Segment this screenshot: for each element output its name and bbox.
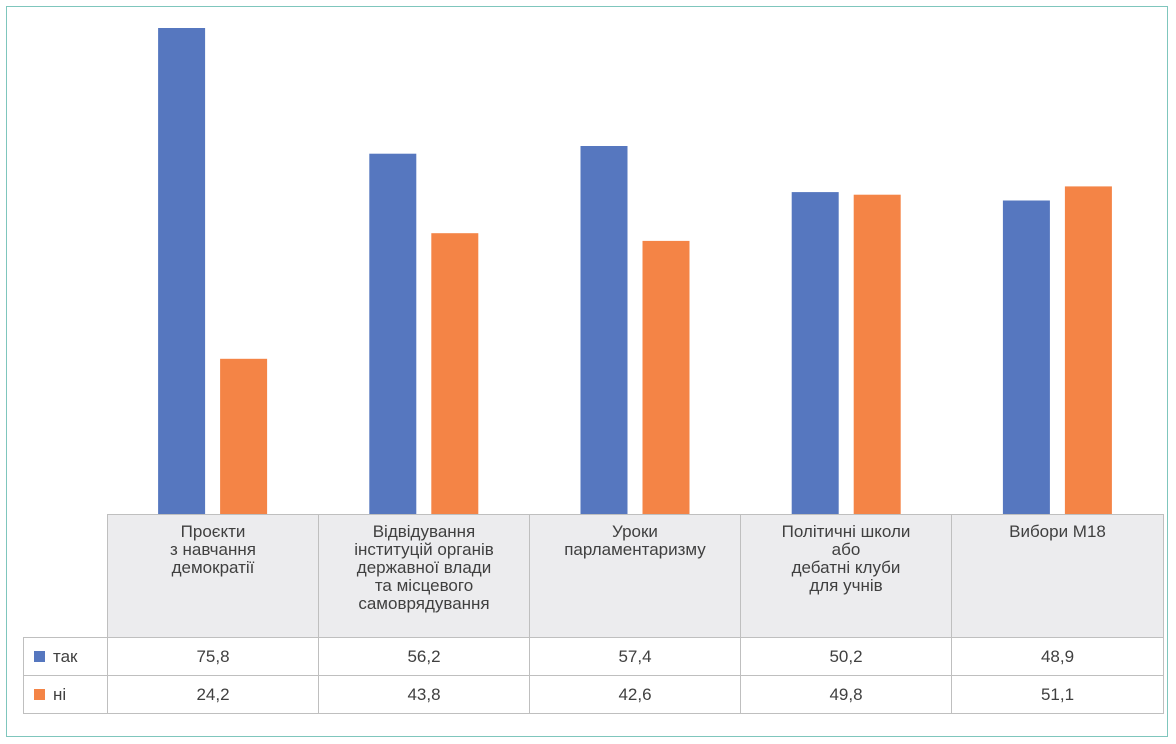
bar-tak-4: [791, 192, 839, 514]
table-cell-ni-5: 51,1: [951, 675, 1164, 714]
bar-ni-3: [642, 240, 690, 514]
bar-ni-5: [1064, 186, 1112, 514]
bar-tak-2: [369, 153, 417, 514]
bar-tak-1: [158, 28, 206, 514]
category-label-4-line-2: або: [831, 540, 861, 559]
table-corner: [23, 514, 108, 638]
category-label-2-line-4: та місцевого: [374, 576, 474, 595]
table-cell-ni-4: 49,8: [740, 675, 952, 714]
category-label-4-line-1: Політичні школи: [781, 522, 911, 541]
table-cell-ni-1: 24,2: [107, 675, 319, 714]
category-label-2-line-2: інституцій органів: [354, 540, 494, 559]
table-cell-tak-4: 50,2: [740, 637, 952, 676]
table-cell-ni-2: 43,8: [318, 675, 530, 714]
bar-ni-1: [220, 358, 268, 514]
legend-swatch-tak: [34, 650, 45, 662]
series-row-tak: так 75,8 56,2 57,4 50,2 48,9: [23, 637, 1164, 676]
table-cell-tak-2: 56,2: [318, 637, 530, 676]
category-label-4-line-4: для учнів: [809, 576, 883, 595]
bar-tak-5: [1002, 200, 1050, 514]
category-label-4: Політичні школи або дебатні клуби для уч…: [740, 514, 952, 638]
category-label-5-line-1: Вибори М18: [1009, 522, 1106, 541]
category-label-4-line-3: дебатні клуби: [791, 558, 901, 577]
category-label-1: Проєкти з навчання демократії: [107, 514, 319, 638]
bar-tak-3: [580, 146, 628, 514]
table-cell-tak-1: 75,8: [107, 637, 319, 676]
category-label-3-line-1: Уроки: [612, 522, 658, 541]
category-row: Проєкти з навчання демократії Відвідуван…: [23, 514, 1164, 638]
category-label-3-line-2: парламентаризму: [564, 540, 706, 559]
category-label-2-line-1: Відвідування: [372, 522, 476, 541]
category-label-2-line-5: самоврядування: [358, 594, 490, 613]
table-cell-tak-3: 57,4: [529, 637, 741, 676]
series-row-ni: ні 24,2 43,8 42,6 49,8 51,1: [23, 675, 1164, 714]
category-label-1-line-3: демократії: [171, 558, 255, 577]
bar-ni-2: [431, 233, 479, 514]
data-table: Проєкти з навчання демократії Відвідуван…: [23, 514, 1164, 714]
category-label-2-line-3: державної влади: [356, 558, 492, 577]
table-cell-ni-3: 42,6: [529, 675, 741, 714]
legend-key-tak: так: [23, 637, 108, 676]
category-label-3: Уроки парламентаризму: [529, 514, 741, 638]
bar-ni-4: [853, 194, 901, 514]
legend-label-ni: ні: [53, 684, 67, 704]
legend-label-tak: так: [53, 646, 78, 666]
legend-key-ni: ні: [23, 675, 108, 714]
category-label-1-line-2: з навчання: [170, 540, 256, 559]
table-cell-tak-5: 48,9: [951, 637, 1164, 676]
legend-swatch-ni: [34, 688, 45, 700]
category-label-1-line-1: Проєкти: [180, 522, 246, 541]
category-label-5: Вибори М18: [951, 514, 1164, 638]
category-label-2: Відвідування інституцій органів державно…: [318, 514, 530, 638]
